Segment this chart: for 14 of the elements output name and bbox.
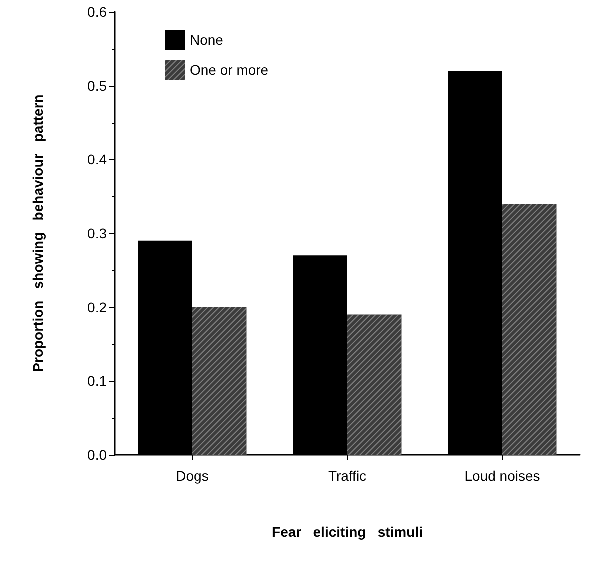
y-tick-label: 0.4	[88, 152, 108, 168]
legend-label: One or more	[190, 62, 269, 78]
y-tick-label: 0.5	[88, 78, 108, 94]
legend-label: None	[190, 32, 224, 48]
x-tick-label: Loud noises	[464, 468, 540, 484]
y-tick-label: 0.2	[88, 299, 108, 316]
x-axis-title: Fear eliciting stimuli	[272, 524, 423, 540]
y-axis-title: Proportion showing behaviour pattern	[30, 94, 46, 372]
y-tick-label: 0.3	[88, 226, 108, 242]
x-tick-label: Dogs	[176, 468, 209, 484]
x-tick-label: Traffic	[328, 468, 367, 484]
y-tick-label: 0.0	[88, 447, 108, 463]
y-tick-label: 0.6	[88, 4, 108, 20]
y-tick-label: 0.1	[88, 373, 108, 390]
